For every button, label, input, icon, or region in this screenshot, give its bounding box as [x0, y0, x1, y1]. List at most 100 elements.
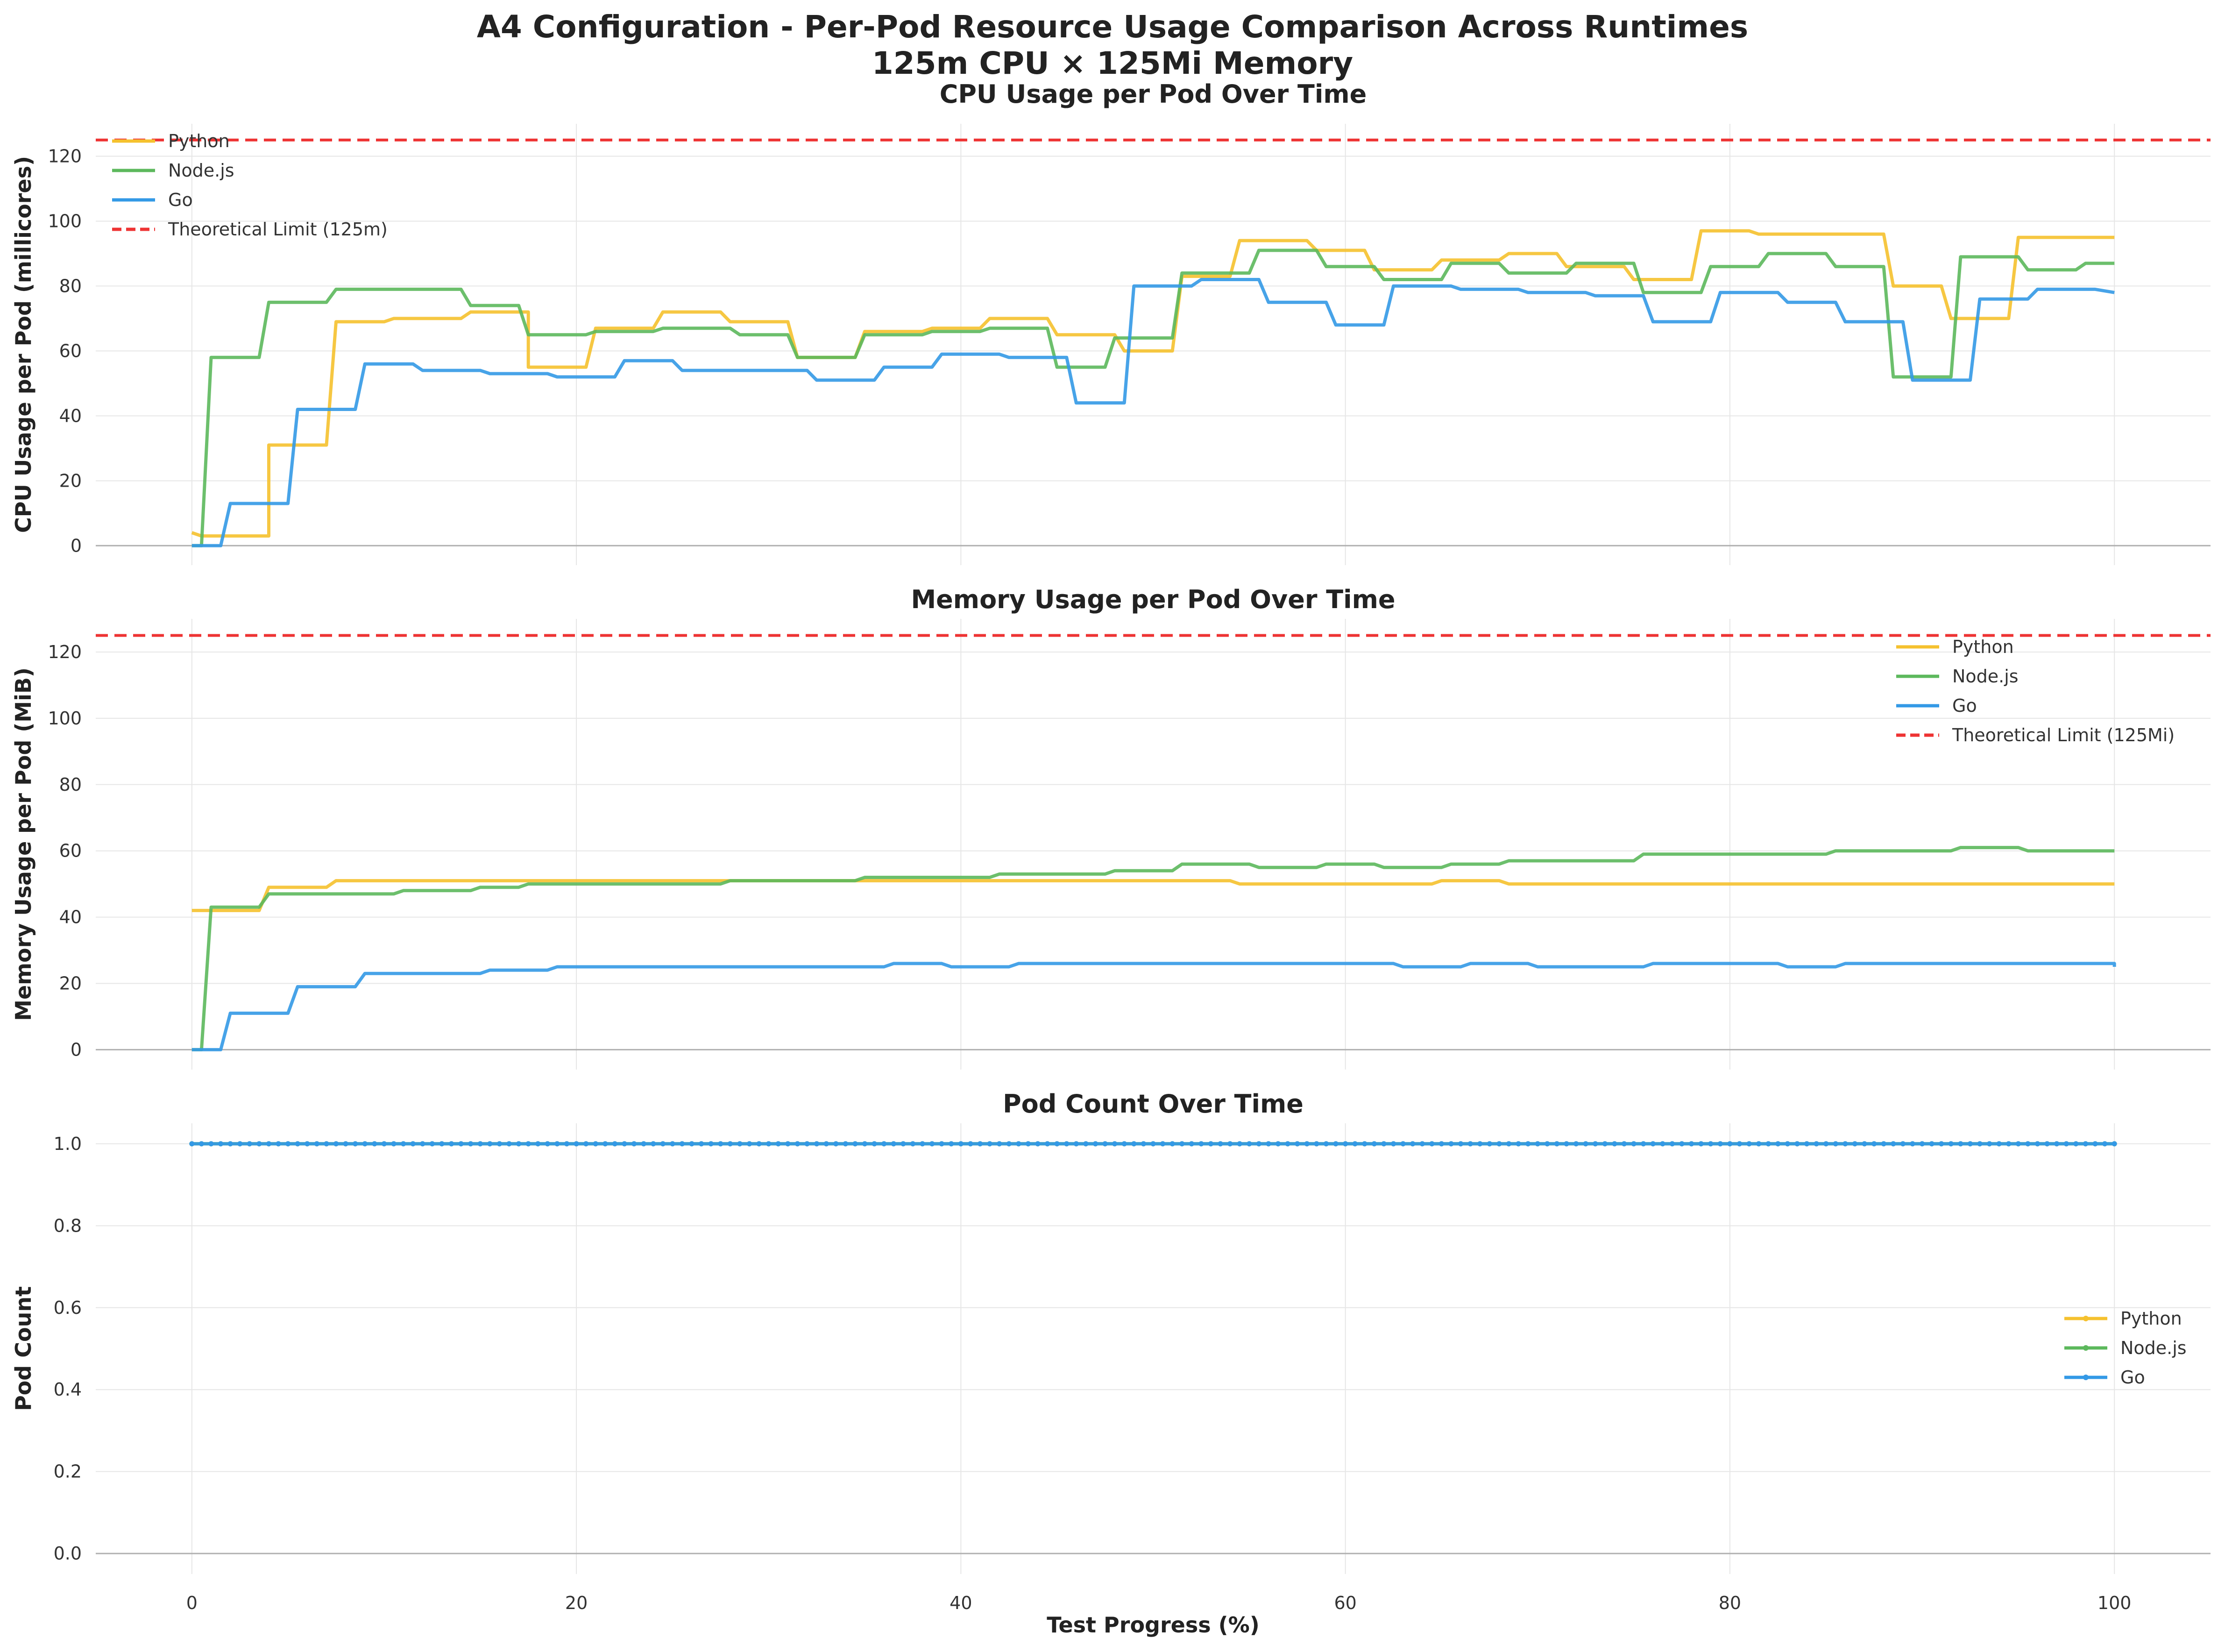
data-point	[1622, 1141, 1627, 1147]
data-point	[1920, 1141, 1925, 1147]
data-point	[775, 1141, 781, 1147]
y-tick-label: 0.8	[54, 1215, 82, 1236]
data-point	[881, 1141, 887, 1147]
data-point	[1343, 1141, 1348, 1147]
data-point	[593, 1141, 598, 1147]
data-point	[1842, 1141, 1848, 1147]
data-point	[718, 1141, 723, 1147]
data-point	[1467, 1141, 1473, 1147]
y-axis-title: CPU Usage per Pod (millicores)	[11, 156, 36, 533]
data-point	[574, 1141, 579, 1147]
y-axis-title: Pod Count	[11, 1286, 36, 1411]
data-point	[1631, 1141, 1637, 1147]
data-point	[978, 1141, 983, 1147]
data-point	[747, 1141, 752, 1147]
data-point	[2112, 1141, 2117, 1147]
data-point	[1295, 1141, 1300, 1147]
x-axis-title: Test Progress (%)	[1047, 1612, 1260, 1638]
data-point	[295, 1141, 300, 1147]
data-point	[506, 1141, 512, 1147]
data-point	[1045, 1141, 1050, 1147]
legend-label: Go	[1952, 695, 1977, 716]
data-point	[843, 1141, 848, 1147]
data-point	[1756, 1141, 1762, 1147]
data-point	[1573, 1141, 1579, 1147]
data-point	[487, 1141, 493, 1147]
y-tick-label: 40	[59, 405, 82, 426]
data-point	[1054, 1141, 1060, 1147]
data-point	[1996, 1141, 2002, 1147]
data-point	[1371, 1141, 1377, 1147]
y-tick-label: 0	[71, 535, 82, 556]
data-point	[1083, 1141, 1089, 1147]
data-point	[1910, 1141, 1915, 1147]
data-point	[525, 1141, 531, 1147]
y-tick-label: 0.0	[54, 1543, 82, 1564]
legend-label: Python	[1952, 637, 2014, 657]
legend-label: Go	[2120, 1367, 2145, 1388]
y-tick-label: 0	[71, 1039, 82, 1060]
data-point	[804, 1141, 810, 1147]
data-point	[1179, 1141, 1185, 1147]
data-point	[545, 1141, 550, 1147]
data-point	[439, 1141, 445, 1147]
legend-label: Theoretical Limit (125Mi)	[1952, 725, 2175, 745]
data-point	[1218, 1141, 1223, 1147]
data-point	[1102, 1141, 1108, 1147]
data-point	[939, 1141, 944, 1147]
data-point	[2102, 1141, 2108, 1147]
data-point	[1650, 1141, 1656, 1147]
data-point	[1814, 1141, 1819, 1147]
data-point	[737, 1141, 743, 1147]
data-point	[1516, 1141, 1521, 1147]
data-point	[670, 1141, 675, 1147]
data-point	[324, 1141, 329, 1147]
y-tick-label: 40	[59, 907, 82, 928]
legend-marker	[2083, 1375, 2089, 1380]
data-point	[247, 1141, 252, 1147]
series-line-nodejs	[191, 248, 2115, 547]
data-point	[1419, 1141, 1425, 1147]
figure-title: A4 Configuration - Per-Pod Resource Usag…	[477, 9, 1748, 45]
data-point	[1323, 1141, 1329, 1147]
data-point	[1333, 1141, 1339, 1147]
data-point	[997, 1141, 1002, 1147]
data-point	[1487, 1141, 1492, 1147]
data-point	[353, 1141, 358, 1147]
x-tick-label: 80	[1719, 1593, 1741, 1613]
data-point	[314, 1141, 319, 1147]
data-point	[958, 1141, 964, 1147]
y-tick-label: 1.0	[54, 1134, 82, 1154]
data-point	[651, 1141, 656, 1147]
data-point	[2035, 1141, 2041, 1147]
data-point	[660, 1141, 666, 1147]
y-tick-label: 100	[48, 708, 82, 729]
data-point	[833, 1141, 839, 1147]
data-point	[1458, 1141, 1464, 1147]
data-point	[1093, 1141, 1098, 1147]
memory-usage-chart: 0 20 40 60 80 100 120 Memory Usage per Pod Over…	[11, 585, 2211, 1070]
data-point	[2092, 1141, 2098, 1147]
data-point	[381, 1141, 387, 1147]
data-point	[420, 1141, 425, 1147]
legend-label: Go	[168, 190, 193, 210]
data-point	[1765, 1141, 1771, 1147]
data-point	[1545, 1141, 1550, 1147]
data-point	[1862, 1141, 1867, 1147]
data-point	[1275, 1141, 1281, 1147]
data-point	[1689, 1141, 1694, 1147]
data-point	[699, 1141, 704, 1147]
data-point	[1016, 1141, 1021, 1147]
y-tick-label: 20	[59, 470, 82, 491]
data-point	[189, 1141, 195, 1147]
cpu-usage-chart: 0 20 40 60 80 100 120 CPU Usage per Pod Over Ti…	[11, 79, 2211, 565]
data-point	[2006, 1141, 2012, 1147]
y-tick-label: 100	[48, 211, 82, 231]
x-tick-label: 40	[950, 1593, 972, 1613]
data-point	[1593, 1141, 1598, 1147]
y-tick-label: 0.4	[54, 1379, 82, 1400]
data-point	[602, 1141, 608, 1147]
data-point	[1169, 1141, 1175, 1147]
data-point	[1804, 1141, 1810, 1147]
x-tick-label: 0	[186, 1593, 198, 1613]
